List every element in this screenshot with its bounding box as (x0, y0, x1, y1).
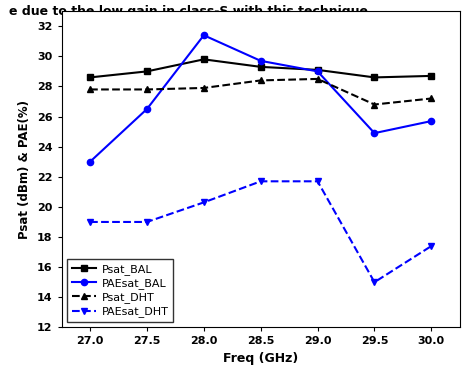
PAEsat_BAL (315, 69, 320, 74)
Psat_DHT (258, 78, 264, 83)
Psat_DHT (201, 86, 207, 90)
Line: Psat_BAL: Psat_BAL (87, 56, 435, 80)
Legend: Psat_BAL, PAEsat_BAL, Psat_DHT, PAEsat_DHT: Psat_BAL, PAEsat_BAL, Psat_DHT, PAEsat_D… (67, 259, 173, 322)
PAEsat_DHT (315, 179, 320, 183)
PAEsat_BAL (201, 33, 207, 38)
PAEsat_DHT (87, 220, 93, 224)
Psat_BAL (315, 68, 320, 72)
Psat_DHT (315, 77, 320, 81)
Psat_DHT (144, 87, 150, 92)
PAEsat_DHT (258, 179, 264, 183)
Psat_BAL (372, 75, 377, 80)
Psat_BAL (87, 75, 93, 80)
Line: Psat_DHT: Psat_DHT (87, 76, 435, 108)
Psat_BAL (201, 57, 207, 62)
Psat_DHT (428, 96, 434, 101)
Text: e due to the low gain in class-S with this technique: e due to the low gain in class-S with th… (9, 5, 368, 18)
PAEsat_DHT (201, 200, 207, 205)
PAEsat_DHT (372, 280, 377, 285)
Psat_BAL (258, 65, 264, 69)
Psat_BAL (144, 69, 150, 74)
PAEsat_BAL (258, 59, 264, 63)
PAEsat_BAL (87, 160, 93, 164)
PAEsat_BAL (144, 107, 150, 111)
Psat_DHT (372, 102, 377, 107)
Y-axis label: Psat (dBm) & PAE(%): Psat (dBm) & PAE(%) (18, 100, 31, 239)
PAEsat_BAL (372, 131, 377, 135)
Psat_BAL (428, 74, 434, 78)
PAEsat_DHT (144, 220, 150, 224)
PAEsat_BAL (428, 119, 434, 123)
PAEsat_DHT (428, 244, 434, 248)
Line: PAEsat_BAL: PAEsat_BAL (87, 32, 435, 165)
Line: PAEsat_DHT: PAEsat_DHT (87, 178, 435, 285)
Psat_DHT (87, 87, 93, 92)
X-axis label: Freq (GHz): Freq (GHz) (223, 352, 298, 365)
